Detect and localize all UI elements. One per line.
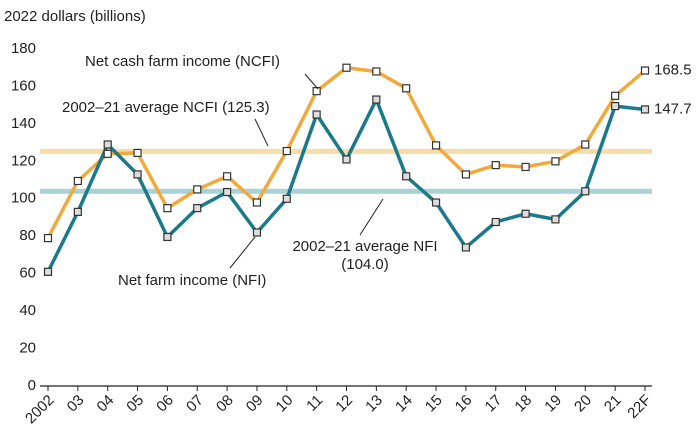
marker: [282, 194, 291, 203]
marker: [461, 243, 470, 252]
y-tick-label: 60: [19, 265, 36, 282]
marker: [193, 185, 202, 194]
reference-label: 2002–21 average NFI: [292, 238, 437, 255]
x-tick-label: 17: [482, 392, 506, 416]
marker: [342, 63, 351, 72]
marker: [223, 187, 232, 197]
y-tick-label: 0: [28, 377, 36, 394]
y-tick-label: 100: [11, 190, 36, 207]
x-tick-label: 12: [332, 392, 356, 416]
marker: [103, 149, 112, 158]
x-tick-label: 08: [213, 392, 237, 416]
x-tick-label: 19: [541, 392, 565, 416]
marker: [581, 140, 590, 149]
marker: [431, 141, 441, 150]
leader-line: [359, 198, 384, 236]
y-axis-label: 2022 dollars (billions): [4, 8, 146, 25]
marker: [163, 204, 172, 213]
marker: [581, 187, 590, 196]
x-tick-label: 04: [94, 392, 118, 416]
marker: [521, 209, 530, 218]
marker: [402, 172, 411, 181]
y-tick-label: 80: [19, 227, 36, 244]
y-tick-label: 140: [11, 115, 36, 132]
x-tick-label: 14: [392, 392, 416, 416]
marker: [372, 95, 381, 104]
x-tick-label: 22F: [624, 392, 654, 422]
x-tick-label: 11: [303, 392, 326, 415]
marker: [611, 91, 620, 100]
marker: [640, 66, 650, 75]
reference-label: (104.0): [341, 256, 389, 273]
y-tick-label: 40: [19, 302, 36, 319]
marker: [193, 204, 202, 213]
marker: [73, 176, 82, 186]
leader-line: [304, 73, 319, 90]
x-tick-label: 03: [64, 392, 88, 416]
marker: [402, 84, 411, 93]
leader-line: [229, 236, 256, 269]
marker: [252, 198, 262, 207]
y-tick-label: 180: [11, 40, 36, 57]
x-tick-label: 18: [511, 392, 535, 416]
marker: [223, 172, 232, 181]
x-tick-label: 21: [601, 392, 625, 416]
marker: [640, 105, 650, 114]
marker: [372, 67, 381, 76]
marker: [73, 207, 82, 216]
marker: [342, 155, 351, 164]
marker: [133, 148, 142, 158]
marker: [551, 215, 560, 224]
leader-line: [254, 118, 269, 147]
x-tick-label: 20: [571, 392, 595, 416]
y-tick-label: 120: [11, 152, 36, 169]
marker: [282, 146, 291, 156]
marker: [551, 157, 560, 166]
marker: [163, 232, 172, 242]
marker: [611, 102, 620, 111]
reference-label: 2002–21 average NCFI (125.3): [62, 99, 270, 116]
marker: [491, 160, 500, 170]
marker: [431, 198, 441, 207]
marker: [312, 110, 321, 119]
series-annotation: Net cash farm income (NCFI): [85, 53, 280, 70]
marker: [43, 233, 53, 243]
marker: [133, 170, 142, 179]
x-tick-label: 06: [153, 392, 177, 416]
x-tick-label: 07: [183, 392, 207, 416]
marker: [43, 267, 53, 276]
x-tick-label: 15: [422, 392, 446, 416]
x-tick-label: 13: [362, 392, 386, 416]
marker: [461, 170, 470, 179]
marker: [491, 217, 500, 227]
marker: [312, 87, 321, 96]
marker: [103, 140, 112, 149]
x-tick-label: 16: [452, 392, 476, 416]
x-tick-label: 05: [123, 392, 147, 416]
series-annotation: Net farm income (NFI): [118, 272, 266, 289]
value-label: 147.7: [654, 100, 692, 117]
marker: [521, 162, 530, 172]
x-tick-label: 10: [273, 392, 297, 416]
marker: [252, 228, 262, 237]
x-tick-label: 2002: [22, 392, 58, 428]
y-tick-label: 160: [11, 77, 36, 94]
y-tick-label: 20: [19, 340, 36, 357]
x-tick-label: 09: [243, 392, 267, 416]
value-label: 168.5: [654, 61, 692, 78]
